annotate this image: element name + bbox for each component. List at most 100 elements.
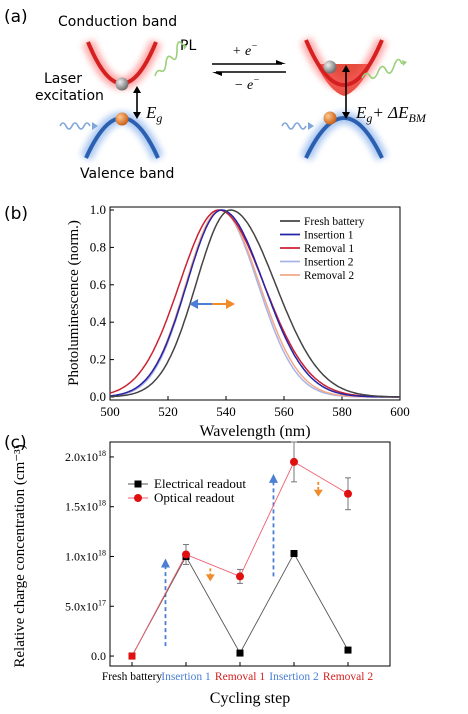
right-valence-band — [304, 116, 384, 159]
chart-c-ytick-mantissa: 1.5x10 — [65, 500, 98, 514]
chart-c-categories: Fresh battery Insertion 1 Removal 1 Inserti… — [102, 671, 373, 683]
chart-b-xtick-label: 560 — [274, 404, 294, 419]
panel-b: (b) 500 520 540 560 580 600 0.0 0.2 0.4 0.6 0.8 1.0… — [4, 202, 410, 440]
chart-b-legend-label: Insertion 1 — [304, 230, 354, 242]
chart-b-legend-label: Removal 1 — [304, 243, 354, 255]
chart-c-electrical-line — [131, 552, 349, 657]
chart-c-electrical-point — [236, 649, 244, 657]
chart-c-legend-label: Optical readout — [154, 490, 235, 505]
chart-b-ytick-label: 0.0 — [90, 389, 106, 404]
minus-e-sup: − — [253, 75, 260, 86]
chart-b-xtick-label: 540 — [216, 404, 236, 419]
chart-c-ytick-exp: 18 — [98, 449, 106, 458]
chart-b-series-line-0 — [110, 209, 400, 398]
plus-e-sup: − — [251, 41, 258, 52]
chart-c-ytick-label: 0.0 — [91, 649, 106, 663]
chart-c-optical-point — [290, 457, 298, 466]
chart-c-down-arrow-head — [313, 489, 323, 497]
chart-c-ylabel: Relative charge concentration (cm⁻³) — [12, 444, 28, 667]
chart-c-ytick-label: 5.0x1017 — [65, 598, 106, 613]
right-eg-bm: BM — [408, 111, 426, 125]
chart-c-category-label: Fresh battery — [102, 671, 163, 683]
panel-a-label: (a) — [4, 7, 28, 27]
chart-c-down-arrow-head — [205, 574, 215, 582]
excitation-label: excitation — [35, 88, 104, 104]
chart-c-ytick-label: 1.0x1018 — [65, 548, 106, 563]
left-eg-sub: g — [156, 111, 162, 125]
chart-c-ytick-mantissa: 5.0x10 — [65, 599, 98, 613]
chart-c-xlabel: Cycling step — [210, 690, 290, 707]
chart-c-electrical-point — [344, 646, 352, 654]
chart-b-xtick-label: 580 — [332, 404, 352, 419]
chart-b-ticks: 500 520 540 560 580 600 0.0 0.2 0.4 0.6 0.8 1.0 — [90, 202, 410, 419]
chart-b-xtick-label: 500 — [100, 404, 120, 419]
right-laser-wave-icon — [281, 122, 307, 130]
chart-b-ytick-label: 0.8 — [90, 239, 106, 254]
panel-c: (c) 0.05.0x10171.0x10181.5x10182.0x1018 … — [4, 433, 391, 707]
chart-c-ytick-mantissa: 1.0x10 — [65, 549, 98, 563]
left-eg-symbol: E — [145, 103, 157, 122]
chart-b-ylabel: Photoluminescence (norm.) — [66, 220, 82, 386]
chart-c-ytick-exp: 17 — [98, 598, 106, 607]
panel-b-label: (b) — [4, 204, 28, 224]
svg-text:− e−: − e− — [234, 75, 260, 93]
left-conduction-band — [86, 41, 158, 86]
laser-label: Laser — [44, 71, 82, 87]
chart-c-ytick-mantissa: 2.0x10 — [65, 450, 98, 464]
chart-b-shift-arrow — [189, 299, 235, 309]
chart-b-series-line-1 — [109, 209, 400, 398]
laser-wave-icon — [59, 122, 91, 130]
chart-c-optical-point — [344, 489, 352, 498]
chart-b-legend-label: Fresh battery — [304, 216, 365, 228]
chart-b-frame — [109, 206, 401, 401]
chart-c-category-label: Insertion 1 — [161, 671, 211, 683]
right-eg-sub: g — [366, 111, 372, 125]
chart-c-category-label: Removal 2 — [323, 671, 373, 683]
chart-c-annotations — [160, 473, 323, 647]
chart-c-frame — [109, 441, 391, 667]
chart-b-xtick-label: 600 — [390, 404, 410, 419]
chart-c-electrical-point — [290, 550, 298, 558]
plus-e-label: + e — [232, 44, 251, 59]
chart-c-ytick-exp: 18 — [98, 499, 106, 508]
chart-c-up-arrow-head — [160, 558, 170, 568]
chart-c-legend-label: Electrical readout — [154, 476, 246, 491]
minus-e-label: − e — [234, 78, 253, 93]
right-pl-wave-icon — [361, 58, 403, 80]
right-eg-plus: + ΔE — [372, 103, 409, 122]
valence-band-label: Valence band — [80, 166, 174, 182]
chart-c-ytick-label: 2.0x1018 — [65, 449, 106, 464]
chart-b-ytick-label: 1.0 — [90, 202, 106, 217]
conduction-band-label: Conduction band — [58, 14, 177, 30]
chart-b-ytick-label: 0.4 — [90, 314, 107, 329]
chart-b-xlabel: Wavelength (nm) — [199, 423, 310, 440]
chart-c-category-label: Insertion 2 — [269, 671, 319, 683]
left-electron-icon — [115, 77, 129, 91]
chart-b-series — [109, 209, 400, 398]
chart-c-optical-point — [128, 652, 136, 660]
svg-text:Eg: Eg — [145, 103, 162, 125]
chart-c-legend-marker — [134, 494, 142, 502]
right-electron-icon — [323, 60, 337, 74]
chart-b-ytick-label: 0.6 — [90, 277, 107, 292]
svg-text:+ e−: + e− — [232, 41, 258, 59]
chart-c-optical-point — [182, 550, 190, 559]
right-conduction-band — [304, 39, 384, 87]
left-hole-icon — [115, 112, 129, 126]
chart-b-ytick-label: 0.2 — [90, 352, 106, 367]
chart-b-xtick-label: 520 — [158, 404, 178, 419]
panel-a: (a) Conduction band Valence band Laser e… — [4, 7, 427, 182]
right-hole-icon — [323, 111, 337, 125]
chart-c-ytick-mantissa: 0.0 — [91, 649, 106, 663]
pl-wave-icon — [154, 41, 184, 77]
chart-c-up-arrow-head — [268, 473, 278, 483]
chart-c-series — [128, 441, 352, 660]
panel-c-label: (c) — [4, 433, 27, 453]
chart-c-ytick-exp: 18 — [98, 548, 106, 557]
chart-c-optical-point — [236, 572, 244, 581]
svg-text:Eg+ ΔEBM: Eg+ ΔEBM — [355, 103, 427, 125]
